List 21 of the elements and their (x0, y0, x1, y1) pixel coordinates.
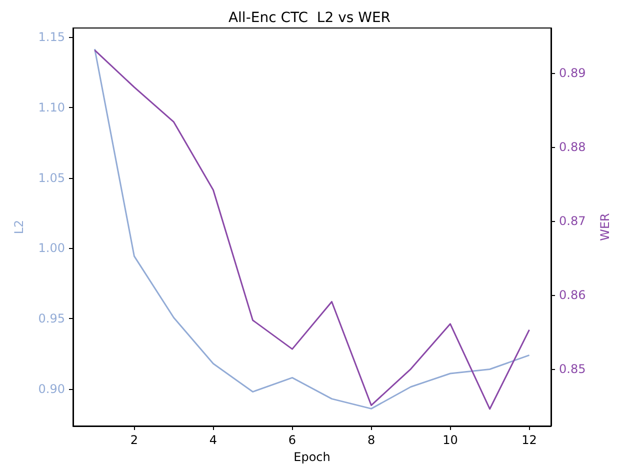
y-tick-label: 0.95 (38, 312, 65, 326)
y-tick-label: 1.00 (38, 241, 65, 256)
y2-axis-title: WER (598, 213, 612, 241)
x-tick-label: 8 (367, 433, 376, 447)
x-tick-label: 4 (209, 433, 218, 447)
y2-tick-label: 0.89 (559, 66, 586, 80)
x-axis-title: Epoch (294, 450, 330, 464)
x-tick-label: 6 (288, 433, 296, 447)
y-tick-label: 0.90 (38, 382, 65, 396)
y-tick-label: 1.10 (38, 100, 65, 114)
y2-tick-label: 0.85 (559, 362, 586, 376)
x-tick-label: 12 (522, 433, 537, 447)
y2-tick-label: 0.88 (559, 140, 586, 154)
x-tick-label: 10 (442, 433, 458, 447)
x-tick-label: 2 (130, 433, 138, 447)
y-axis-title: L2 (12, 220, 26, 234)
chart-title: All-Enc CTC L2 vs WER (228, 10, 391, 26)
y-tick-label: 1.15 (38, 30, 65, 44)
y2-tick-label: 0.87 (559, 214, 586, 228)
y2-tick-label: 0.86 (559, 288, 586, 302)
y-tick-label: 1.05 (38, 170, 65, 185)
